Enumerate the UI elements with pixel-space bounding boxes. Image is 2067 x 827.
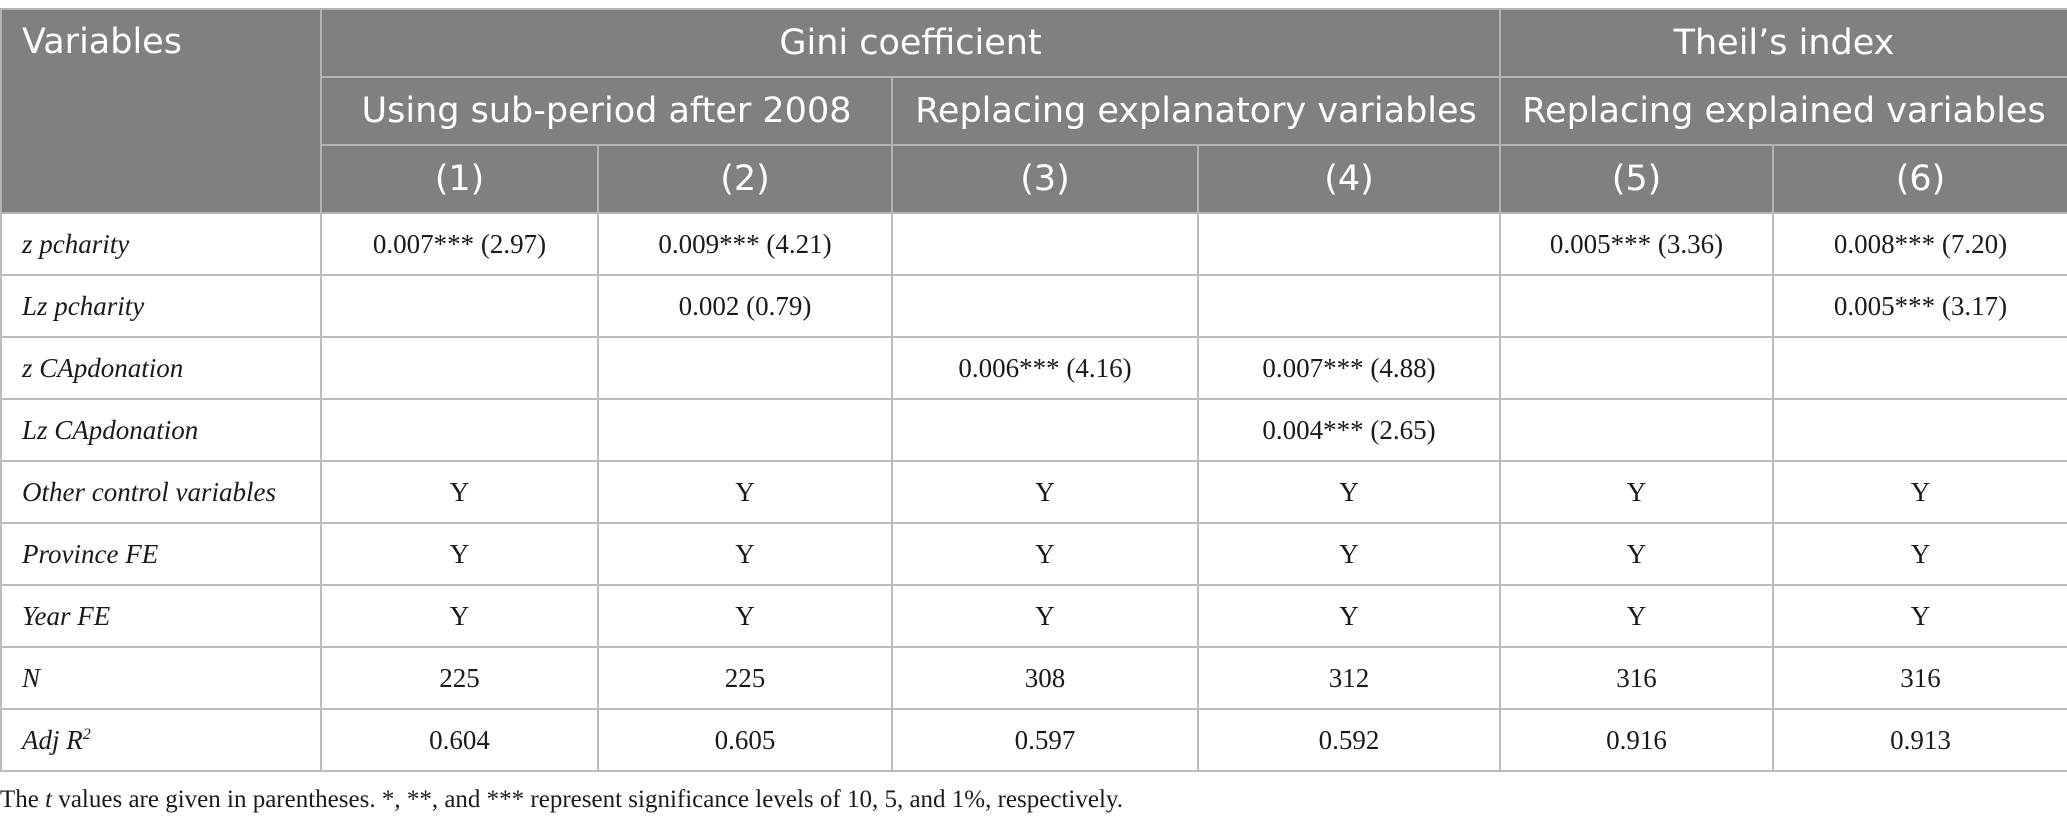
table-cell: Y	[1197, 460, 1501, 524]
table-row: z CApdonation 0.006*** (4.16) 0.007*** (…	[0, 336, 2067, 400]
variables-header: Variables	[0, 8, 322, 214]
column-header-2: (2)	[597, 144, 893, 214]
table-cell	[320, 274, 599, 338]
row-label: Other control variables	[0, 460, 322, 524]
table-cell: 0.913	[1771, 708, 2067, 772]
table-cell	[1499, 274, 1774, 338]
table-cell: Y	[597, 522, 893, 586]
table-cell	[597, 336, 893, 400]
table-cell: Y	[1197, 522, 1501, 586]
table-row: Adj R2 0.604 0.605 0.597 0.592 0.916 0.9…	[0, 708, 2067, 772]
table-cell	[597, 398, 893, 462]
table-cell	[891, 274, 1199, 338]
table-cell	[320, 336, 599, 400]
column-header-3: (3)	[891, 144, 1199, 214]
row-label-adj-r2: Adj R2	[0, 708, 322, 772]
table-cell: 0.605	[597, 708, 893, 772]
table-cell: 312	[1197, 646, 1501, 710]
table-cell: Y	[1197, 584, 1501, 648]
table-cell	[1771, 336, 2067, 400]
theils-index-header: Theil’s index	[1498, 8, 2067, 78]
column-header-6: (6)	[1771, 144, 2067, 214]
table-cell: 0.005*** (3.17)	[1771, 274, 2067, 338]
table-cell: Y	[891, 460, 1199, 524]
column-header-4: (4)	[1197, 144, 1501, 214]
table-cell	[891, 212, 1199, 276]
replacing-explained-header: Replacing explained variables	[1498, 76, 2067, 146]
footnote-t-symbol: t	[45, 786, 53, 813]
table-cell: Y	[320, 584, 599, 648]
table-cell: 0.004*** (2.65)	[1197, 398, 1501, 462]
table-cell: 0.007*** (4.88)	[1197, 336, 1501, 400]
table-cell	[1771, 398, 2067, 462]
regression-table: Variables Gini coefficient Theil’s index…	[0, 8, 2067, 772]
table-cell: 308	[891, 646, 1199, 710]
table-cell: 0.604	[320, 708, 599, 772]
sub-period-header: Using sub-period after 2008	[320, 76, 893, 146]
table-row: Province FE Y Y Y Y Y Y	[0, 522, 2067, 586]
row-label: Lz CApdonation	[0, 398, 322, 462]
table-cell: 225	[597, 646, 893, 710]
table-row: Lz pcharity 0.002 (0.79) 0.005*** (3.17)	[0, 274, 2067, 338]
row-label-text: Adj R	[22, 724, 83, 755]
superscript: 2	[82, 725, 91, 743]
table-cell: Y	[597, 584, 893, 648]
footnote-text: values are given in parentheses. *, **, …	[52, 786, 1124, 813]
table-cell: Y	[1499, 460, 1774, 524]
table-cell: 0.597	[891, 708, 1199, 772]
table-cell: 316	[1771, 646, 2067, 710]
table-cell: Y	[1499, 522, 1774, 586]
table-cell	[1499, 336, 1774, 400]
table-cell: Y	[891, 584, 1199, 648]
gini-coefficient-header: Gini coefficient	[320, 8, 1501, 78]
table-cell	[891, 398, 1199, 462]
table-cell: 225	[320, 646, 599, 710]
table-cell: Y	[891, 522, 1199, 586]
row-label: Lz pcharity	[0, 274, 322, 338]
table-cell	[1197, 274, 1501, 338]
table-cell: Y	[320, 460, 599, 524]
table-cell	[320, 398, 599, 462]
column-header-1: (1)	[320, 144, 599, 214]
table-cell: Y	[1499, 584, 1774, 648]
table-cell: 0.007*** (2.97)	[320, 212, 599, 276]
table-cell: Y	[597, 460, 893, 524]
table-footnote: The t values are given in parentheses. *…	[0, 786, 1123, 814]
table-cell: 0.006*** (4.16)	[891, 336, 1199, 400]
table-cell: 0.005*** (3.36)	[1499, 212, 1774, 276]
replacing-explanatory-header: Replacing explanatory variables	[891, 76, 1501, 146]
table-row: Year FE Y Y Y Y Y Y	[0, 584, 2067, 648]
table-cell: 0.009*** (4.21)	[597, 212, 893, 276]
row-label: Province FE	[0, 522, 322, 586]
column-header-5: (5)	[1499, 144, 1774, 214]
table-row: Other control variables Y Y Y Y Y Y	[0, 460, 2067, 524]
table-row: z pcharity 0.007*** (2.97) 0.009*** (4.2…	[0, 212, 2067, 276]
table-cell: 316	[1499, 646, 1774, 710]
row-label: N	[0, 646, 322, 710]
table-cell: 0.916	[1499, 708, 1774, 772]
table-row: Lz CApdonation 0.004*** (2.65)	[0, 398, 2067, 462]
table-cell: 0.008*** (7.20)	[1771, 212, 2067, 276]
row-label: z pcharity	[0, 212, 322, 276]
table-row: N 225 225 308 312 316 316	[0, 646, 2067, 710]
table-cell: 0.592	[1197, 708, 1501, 772]
table-cell: 0.002 (0.79)	[597, 274, 893, 338]
table-cell: Y	[1771, 460, 2067, 524]
table-cell	[1197, 212, 1501, 276]
row-label: z CApdonation	[0, 336, 322, 400]
table-cell: Y	[320, 522, 599, 586]
row-label: Year FE	[0, 584, 322, 648]
footnote-prefix: The	[0, 786, 46, 813]
table-cell: Y	[1771, 522, 2067, 586]
table-cell	[1499, 398, 1774, 462]
table-cell: Y	[1771, 584, 2067, 648]
